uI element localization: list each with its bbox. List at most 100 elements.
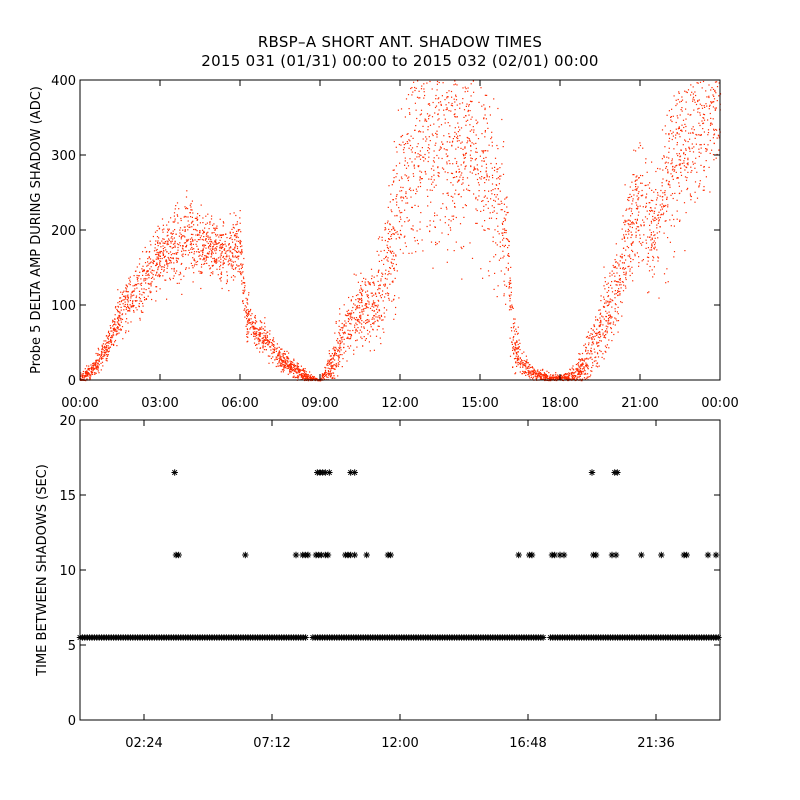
amp-point: [632, 280, 634, 282]
amp-point: [691, 147, 693, 149]
amp-point: [341, 366, 343, 368]
amp-point: [326, 376, 328, 378]
amp-point: [708, 108, 710, 110]
amp-point: [158, 255, 160, 257]
amp-point: [470, 157, 472, 159]
amp-point: [510, 287, 512, 289]
amp-point: [422, 156, 424, 158]
amp-point: [649, 229, 651, 231]
amp-point: [87, 374, 89, 376]
amp-point: [141, 311, 143, 313]
amp-point: [406, 217, 408, 219]
amp-point: [412, 229, 414, 231]
amp-point: [113, 323, 115, 325]
amp-point: [86, 373, 89, 375]
amp-point: [166, 271, 168, 273]
amp-point: [563, 374, 565, 376]
amp-point: [480, 87, 482, 89]
amp-point: [607, 295, 610, 297]
amp-point: [262, 343, 264, 345]
amp-point: [460, 127, 463, 129]
amp-point: [374, 302, 376, 304]
amp-point: [201, 272, 203, 274]
amp-point: [591, 344, 593, 346]
amp-point: [81, 373, 83, 375]
amp-point: [283, 361, 285, 363]
amp-point: [583, 373, 585, 375]
amp-point: [116, 317, 119, 320]
amp-point: [706, 105, 708, 107]
amp-point: [178, 282, 180, 284]
amp-point: [589, 357, 591, 359]
amp-point: [360, 297, 363, 299]
amp-point: [335, 322, 337, 324]
amp-point: [361, 299, 363, 301]
amp-point: [469, 139, 471, 141]
amp-point: [131, 306, 133, 308]
amp-point: [529, 377, 531, 379]
amp-point: [384, 239, 386, 242]
amp-point: [201, 263, 203, 266]
amp-point: [537, 374, 539, 377]
amp-point: [632, 242, 634, 244]
amp-point: [304, 375, 306, 377]
amp-point: [574, 377, 576, 379]
amp-point: [378, 310, 380, 312]
amp-point: [488, 176, 490, 178]
amp-point: [459, 103, 461, 105]
amp-point: [144, 299, 146, 301]
amp-point: [705, 176, 707, 178]
amp-point: [126, 286, 128, 288]
amp-point: [388, 272, 390, 275]
amp-point: [454, 116, 456, 118]
amp-point: [635, 183, 637, 185]
amp-point: [90, 371, 93, 373]
amp-point: [654, 207, 656, 209]
amp-point: [653, 210, 656, 212]
amp-point: [569, 378, 571, 380]
amp-point: [548, 372, 550, 374]
amp-point: [697, 100, 699, 103]
amp-point: [378, 315, 380, 317]
amp-point: [125, 287, 127, 289]
amp-point: [715, 107, 717, 109]
amp-point: [369, 350, 371, 352]
amp-point: [459, 135, 461, 137]
amp-point: [378, 269, 380, 271]
amp-point: [107, 345, 109, 347]
amp-point: [404, 174, 406, 176]
amp-point: [508, 309, 511, 311]
amp-point: [604, 345, 607, 347]
amp-point: [710, 122, 712, 124]
amp-point: [443, 148, 445, 150]
amp-point: [604, 277, 606, 279]
amp-point: [654, 234, 656, 236]
amp-point: [571, 371, 574, 373]
amp-point: [703, 119, 706, 121]
amp-point: [516, 341, 518, 343]
amp-point: [244, 285, 246, 287]
amp-point: [448, 90, 450, 92]
amp-point: [199, 237, 201, 239]
amp-point: [478, 195, 480, 197]
amp-point: [611, 331, 613, 333]
amp-point: [448, 224, 450, 226]
amp-point: [352, 329, 354, 332]
amp-point: [608, 347, 610, 349]
amp-point: [505, 285, 508, 287]
amp-point: [382, 300, 384, 302]
amp-point: [263, 341, 265, 343]
amp-point: [93, 364, 95, 366]
amp-point: [375, 305, 377, 307]
amp-point: [272, 339, 274, 341]
amp-point: [130, 306, 132, 308]
amp-point: [337, 342, 339, 344]
amp-point: [276, 356, 278, 358]
amp-point: [357, 320, 359, 322]
amp-point: [279, 356, 281, 358]
amp-point: [251, 313, 253, 315]
amp-point: [446, 108, 448, 110]
amp-point: [125, 288, 128, 290]
amp-point: [428, 178, 430, 180]
amp-point: [255, 333, 257, 335]
